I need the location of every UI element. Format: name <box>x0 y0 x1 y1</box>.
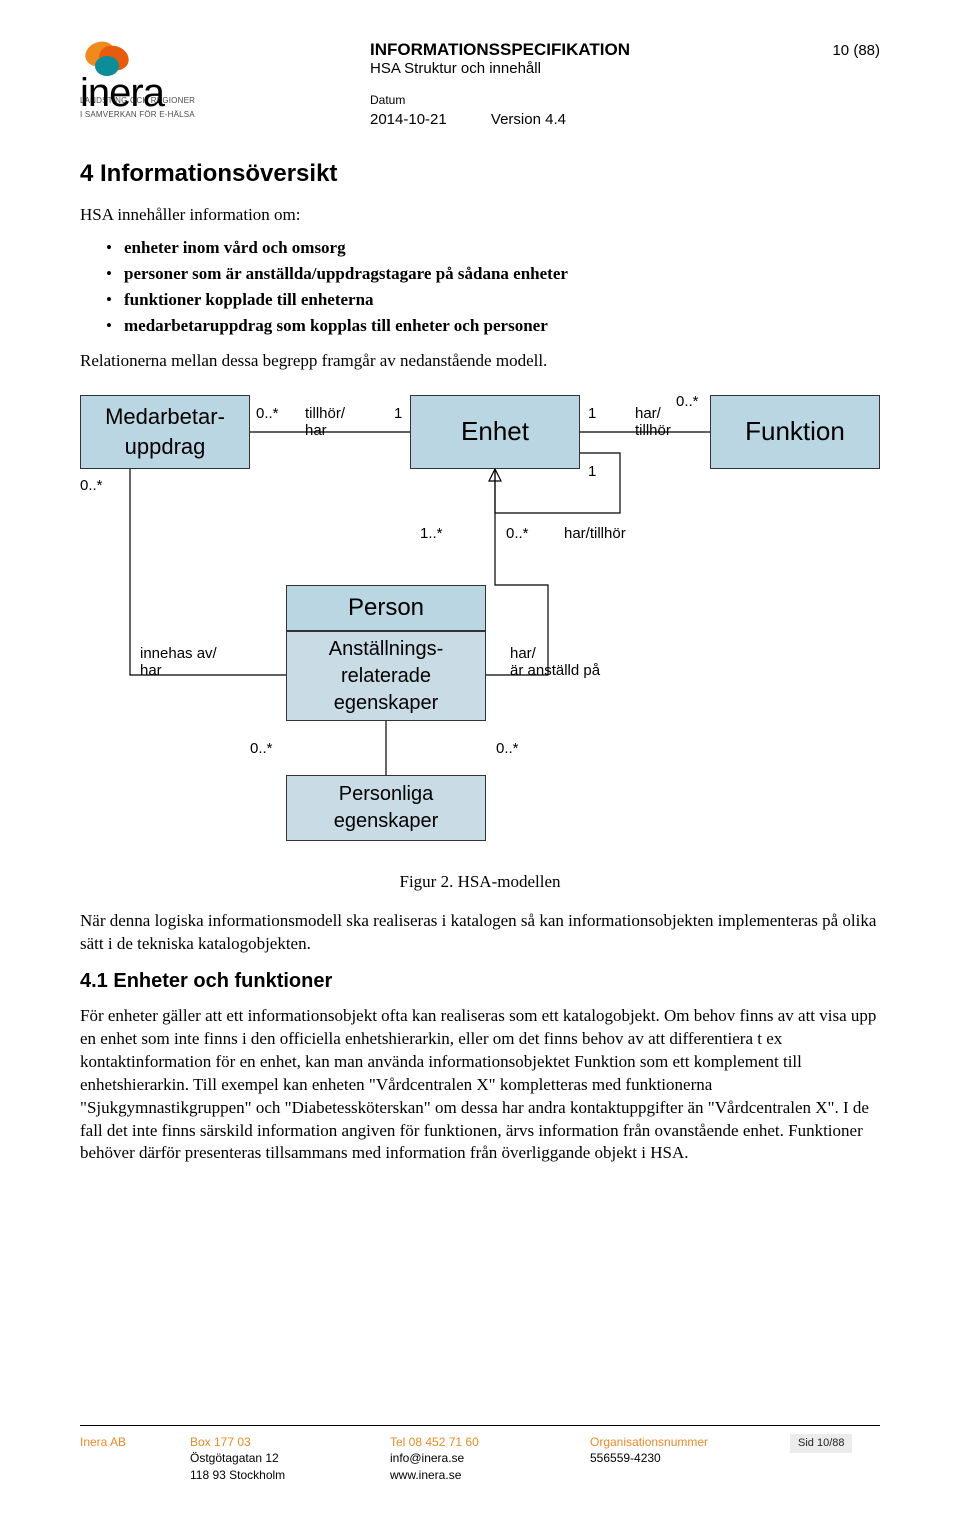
page-number: 10 (88) <box>832 40 880 59</box>
page-footer: Inera AB Box 177 03 Östgötagatan 12 118 … <box>80 1425 880 1484</box>
section-4-heading: 4 Informationsöversikt <box>80 158 880 190</box>
node-person: Person <box>286 585 486 631</box>
meta-label: Datum <box>370 93 832 107</box>
footer-addr-3: 118 93 Stockholm <box>190 1467 390 1484</box>
footer-web: www.inera.se <box>390 1467 590 1484</box>
edge-label: 1 <box>588 463 596 480</box>
edge-label: 0..* <box>496 740 519 757</box>
node-enhet: Enhet <box>410 395 580 469</box>
footer-org-label: Organisationsnummer <box>590 1434 790 1451</box>
section-4-bullets: enheter inom vård och omsorg personer so… <box>106 237 880 338</box>
section-4-intro: HSA innehåller information om: <box>80 204 880 227</box>
edge-label: 0..* <box>676 393 699 410</box>
section-41-heading: 4.1 Enheter och funktioner <box>80 968 880 995</box>
edge-label: tillhör/ har <box>305 405 345 440</box>
footer-addr-1: Box 177 03 <box>190 1434 390 1451</box>
footer-tel: Tel 08 452 71 60 <box>390 1434 590 1451</box>
node-funktion: Funktion <box>710 395 880 469</box>
node-anst: Anställnings-relateradeegenskaper <box>286 631 486 721</box>
edge-label: har/tillhör <box>564 525 626 542</box>
doc-date: 2014-10-21 <box>370 111 447 128</box>
edge-label: 1..* <box>420 525 443 542</box>
doc-subtitle: HSA Struktur och innehåll <box>370 60 832 77</box>
edge-label: 0..* <box>80 477 103 494</box>
footer-sid: Sid 10/88 <box>790 1434 852 1453</box>
list-item: funktioner kopplade till enheterna <box>106 289 880 312</box>
doc-title: INFORMATIONSSPECIFIKATION <box>370 40 832 60</box>
footer-company: Inera AB <box>80 1434 190 1451</box>
edge-label: innehas av/ har <box>140 645 217 680</box>
edge-label: har/ är anställd på <box>510 645 600 680</box>
footer-email: info@inera.se <box>390 1450 590 1467</box>
hsa-model-diagram: Medarbetar-uppdrag Enhet Funktion PersonAns… <box>80 385 880 865</box>
footer-org-num: 556559-4230 <box>590 1450 790 1467</box>
node-pers_eg: Personligaegenskaper <box>286 775 486 841</box>
footer-addr-2: Östgötagatan 12 <box>190 1450 390 1467</box>
doc-version: Version 4.4 <box>491 111 566 128</box>
edge-label: 1 <box>394 405 402 422</box>
list-item: medarbetaruppdrag som kopplas till enhet… <box>106 315 880 338</box>
section-41-body: För enheter gäller att ett informationso… <box>80 1005 880 1166</box>
edge-label: har/ tillhör <box>635 405 671 440</box>
after-diagram-para: När denna logiska informationsmodell ska… <box>80 910 880 956</box>
list-item: enheter inom vård och omsorg <box>106 237 880 260</box>
section-4-after-bullets: Relationerna mellan dessa begrepp framgå… <box>80 350 880 373</box>
logo: inera LANDSTING OCH REGIONER I SAMVERKAN… <box>80 40 260 119</box>
figure-caption: Figur 2. HSA-modellen <box>80 871 880 894</box>
logo-wordmark: inera <box>80 71 166 115</box>
edge-label: 0..* <box>250 740 273 757</box>
list-item: personer som är anställda/uppdragstagare… <box>106 263 880 286</box>
node-medarbetar: Medarbetar-uppdrag <box>80 395 250 469</box>
edge-label: 1 <box>588 405 596 422</box>
edge-label: 0..* <box>256 405 279 422</box>
edge-label: 0..* <box>506 525 529 542</box>
